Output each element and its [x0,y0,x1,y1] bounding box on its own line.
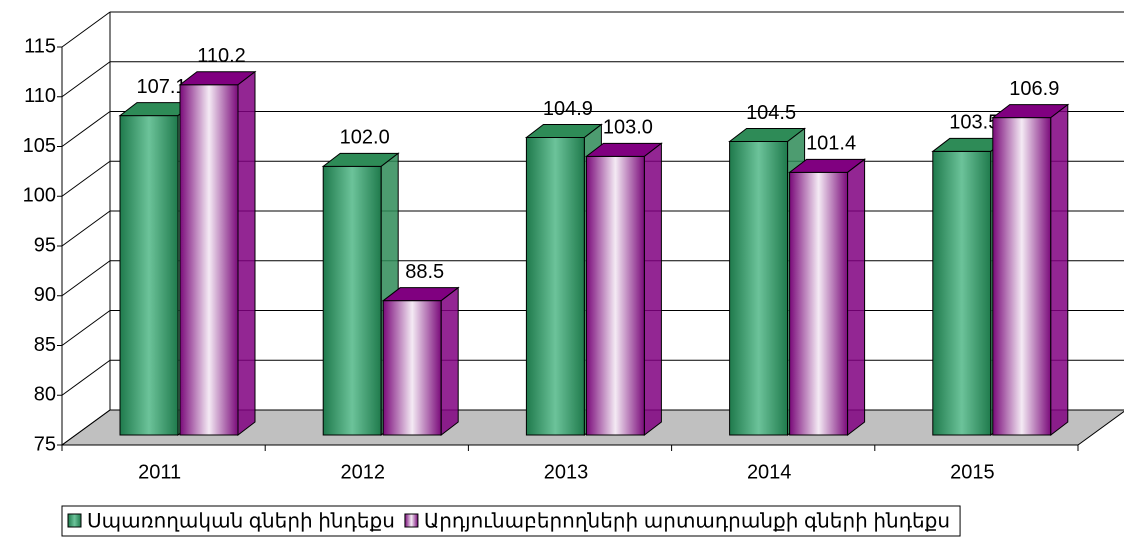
bar-front [525,136,585,436]
y-tick-label: 100 [23,185,56,207]
value-label: 104.5 [746,102,796,124]
bar [788,158,867,437]
bar-side [440,286,459,437]
bar-front [789,171,849,436]
legend-swatch [67,513,82,528]
grid-line [61,210,111,247]
bar-front [382,300,442,436]
x-tick-label: 2013 [544,461,589,483]
grid-line [61,11,111,48]
grid-line [61,111,111,147]
bar-front [322,165,382,436]
bar [381,286,460,437]
bar-front [119,115,179,436]
y-tick-label: 115 [24,35,56,57]
value-label: 104.9 [543,98,593,120]
y-tick-label: 85 [34,334,56,356]
value-label: 103.0 [603,117,653,139]
value-label: 103.5 [949,112,999,134]
value-label: 88.5 [405,261,444,283]
grid-line [61,160,111,197]
bar [178,70,257,437]
legend-box [61,505,961,537]
y-tick-label: 105 [23,135,56,157]
value-label: 107.1 [136,76,186,98]
bar-side [1050,103,1069,437]
bar-front [932,150,992,436]
value-label: 106.9 [1009,78,1059,100]
y-tick-label: 80 [34,384,56,406]
value-label: 102.0 [340,127,390,149]
legend-label: Սպառողական գների ինդեքս [87,510,395,532]
grid-line [61,409,111,446]
bar [991,103,1070,437]
y-tick-label: 95 [34,234,56,256]
value-label: 110.2 [197,45,246,67]
legend-label: Արդյունաբերողների արտադրանքի գների ինդեք… [424,510,950,532]
x-tick-label: 2012 [341,461,386,483]
bar-side [847,158,866,437]
grid-line [61,310,111,346]
x-tick-label: 2015 [950,461,995,483]
bar-side [643,142,662,437]
grid-line [61,260,111,297]
grid-line [61,359,111,396]
y-tick-label: 90 [34,284,56,306]
x-tick-label: 2011 [138,461,181,483]
bar-side [237,70,256,437]
y-tick-label: 75 [34,433,56,455]
bar [584,142,663,437]
y-tick-label: 110 [24,85,56,107]
bar-front [179,84,239,436]
grid-line [61,61,111,98]
bar-front [585,155,645,436]
bar-front [992,117,1052,436]
value-label: 101.4 [806,133,856,155]
legend-swatch [404,513,419,528]
x-tick-label: 2014 [747,461,792,483]
bar-front [729,140,789,436]
